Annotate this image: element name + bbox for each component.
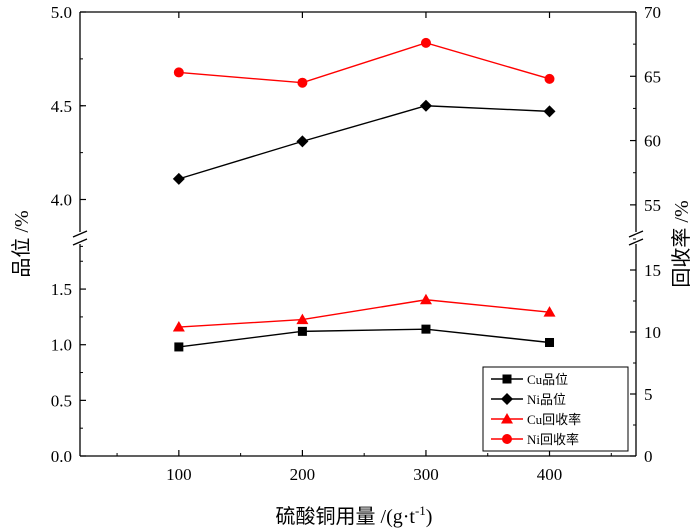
legend-marker (502, 374, 512, 384)
y-left-axis-title: 品位 /% (10, 210, 33, 277)
x-axis-title-sup: -1 (415, 503, 426, 518)
legend-label: Cu回收率 (527, 412, 581, 427)
legend-entry-2: Ni品位 (491, 392, 566, 407)
data-point-2-1 (172, 172, 185, 185)
right-y-tick-label-upper: 70 (644, 3, 661, 22)
right-axis-break-mark-2 (628, 238, 644, 246)
x-axis-title-tail: ) (426, 506, 433, 528)
x-tick-label: 400 (537, 465, 563, 484)
legend-entry-4: Ni回收率 (491, 432, 579, 447)
x-tick-label: 200 (290, 465, 316, 484)
data-point-1-3 (421, 324, 431, 334)
series-1 (174, 324, 555, 352)
data-point-3-4 (543, 306, 556, 317)
data-point-4-2 (297, 77, 308, 88)
right-y-tick-label-lower: 10 (644, 323, 661, 342)
axis-titles: 硫酸铜用量 /(g·t-1) 品位 /% 回收率 /% (10, 200, 693, 528)
x-axis-title: 硫酸铜用量 /(g·t-1) (276, 503, 433, 528)
left-y-tick-label-lower: 1.0 (51, 336, 72, 355)
right-y-tick-label-upper: 65 (644, 67, 661, 86)
series-line-3 (178, 299, 550, 328)
data-point-2-4 (543, 105, 556, 118)
series-line-1 (178, 328, 550, 348)
data-point-4-4 (544, 73, 555, 84)
legend-entry-3: Cu回收率 (491, 412, 581, 427)
data-point-4-3 (420, 37, 431, 48)
data-point-3-3 (419, 293, 432, 305)
left-y-tick-label-upper: 4.0 (51, 191, 72, 210)
right-y-tick-label-lower: 0 (644, 447, 653, 466)
series-4 (173, 37, 555, 88)
data-point-3-2 (296, 313, 309, 325)
x-tick-label: 300 (413, 465, 439, 484)
right-axis-break-mark-1 (628, 230, 644, 238)
right-y-tick-label-upper: 60 (644, 132, 661, 151)
left-axis-break-mark-2 (72, 238, 88, 246)
legend-marker (501, 413, 513, 424)
left-y-tick-label-lower: 0.0 (51, 447, 72, 466)
data-point-4-1 (173, 67, 184, 78)
legend: Cu品位 Ni品位 Cu回收率 Ni回收率 (482, 366, 629, 452)
series-layer (172, 37, 556, 352)
left-axis-break-mark-1 (72, 230, 88, 238)
data-point-2-2 (296, 135, 309, 148)
left-y-tick-label-lower: 0.5 (51, 391, 72, 410)
legend-label: Ni品位 (527, 392, 566, 407)
data-point-2-3 (419, 99, 432, 112)
series-line-4 (178, 42, 550, 84)
right-y-tick-label-upper: 55 (644, 196, 661, 215)
legend-marker (501, 393, 513, 405)
series-line-2 (178, 105, 550, 180)
right-y-tick-label-lower: 15 (644, 261, 661, 280)
left-y-tick-label-upper: 4.5 (51, 97, 72, 116)
data-point-1-2 (297, 326, 307, 336)
data-point-3-1 (172, 321, 185, 332)
data-point-1-1 (174, 342, 184, 352)
series-3 (172, 293, 556, 332)
data-point-1-4 (545, 337, 555, 347)
left-y-tick-label-upper: 5.0 (51, 3, 72, 22)
legend-entry-1: Cu品位 (491, 372, 568, 387)
legend-marker (502, 434, 512, 444)
legend-label: Ni回收率 (527, 432, 579, 447)
right-y-tick-label-lower: 5 (644, 385, 653, 404)
left-y-tick-label-lower: 1.5 (51, 280, 72, 299)
legend-label: Cu品位 (527, 372, 568, 387)
series-2 (172, 99, 556, 185)
axes-layer: 100 200 300 400 0.0 0.5 1.0 1.5 4.0 4.5 5.0 0 5 10 15 5… (51, 3, 661, 484)
x-tick-label: 100 (166, 465, 192, 484)
y-right-axis-title: 回收率 /% (670, 200, 693, 287)
